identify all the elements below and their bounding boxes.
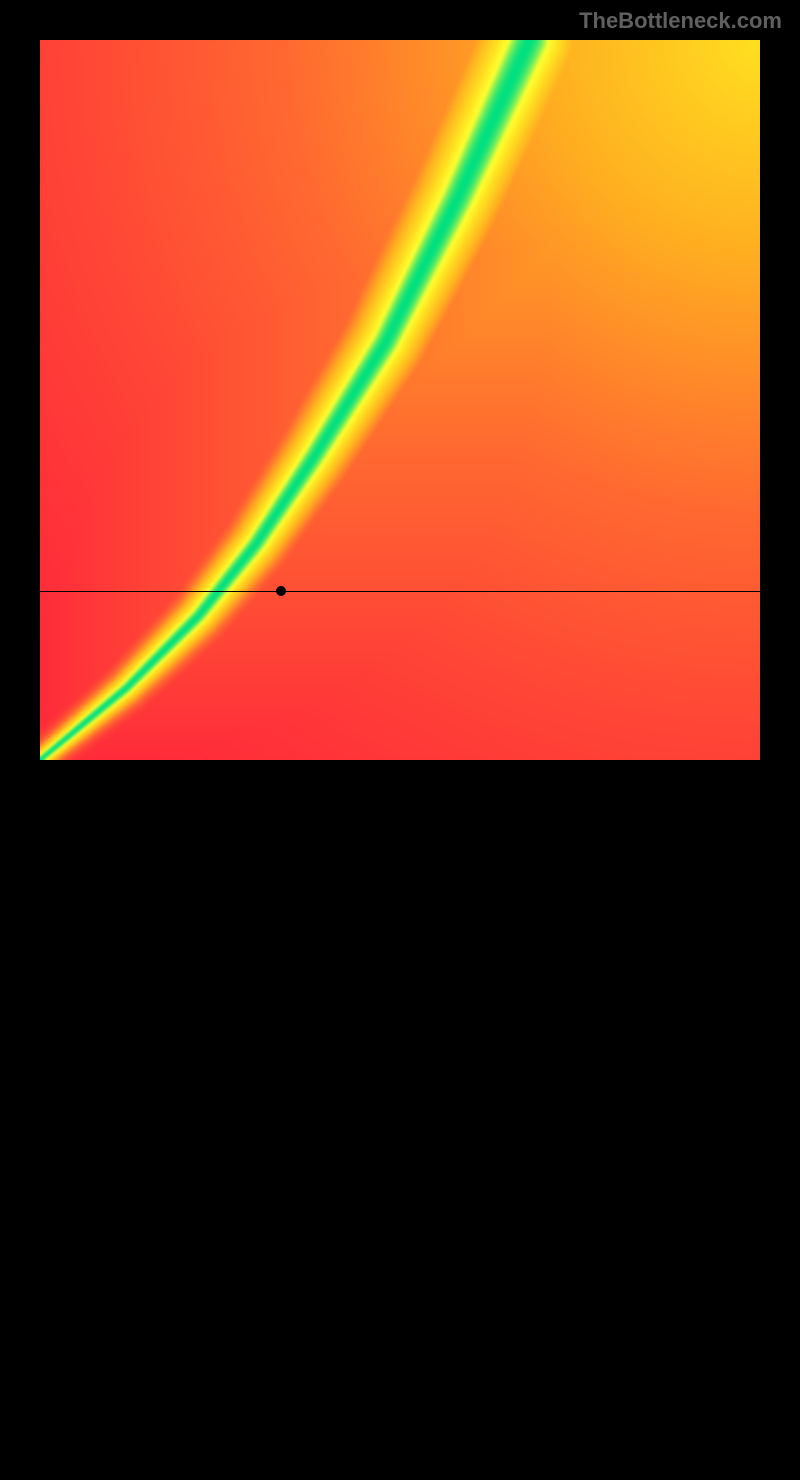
data-point-marker	[276, 586, 286, 596]
heatmap-plot	[40, 40, 760, 760]
crosshair-horizontal	[40, 591, 760, 592]
watermark-text: TheBottleneck.com	[579, 8, 782, 34]
heatmap-canvas	[40, 40, 760, 760]
crosshair-vertical	[281, 760, 282, 1480]
